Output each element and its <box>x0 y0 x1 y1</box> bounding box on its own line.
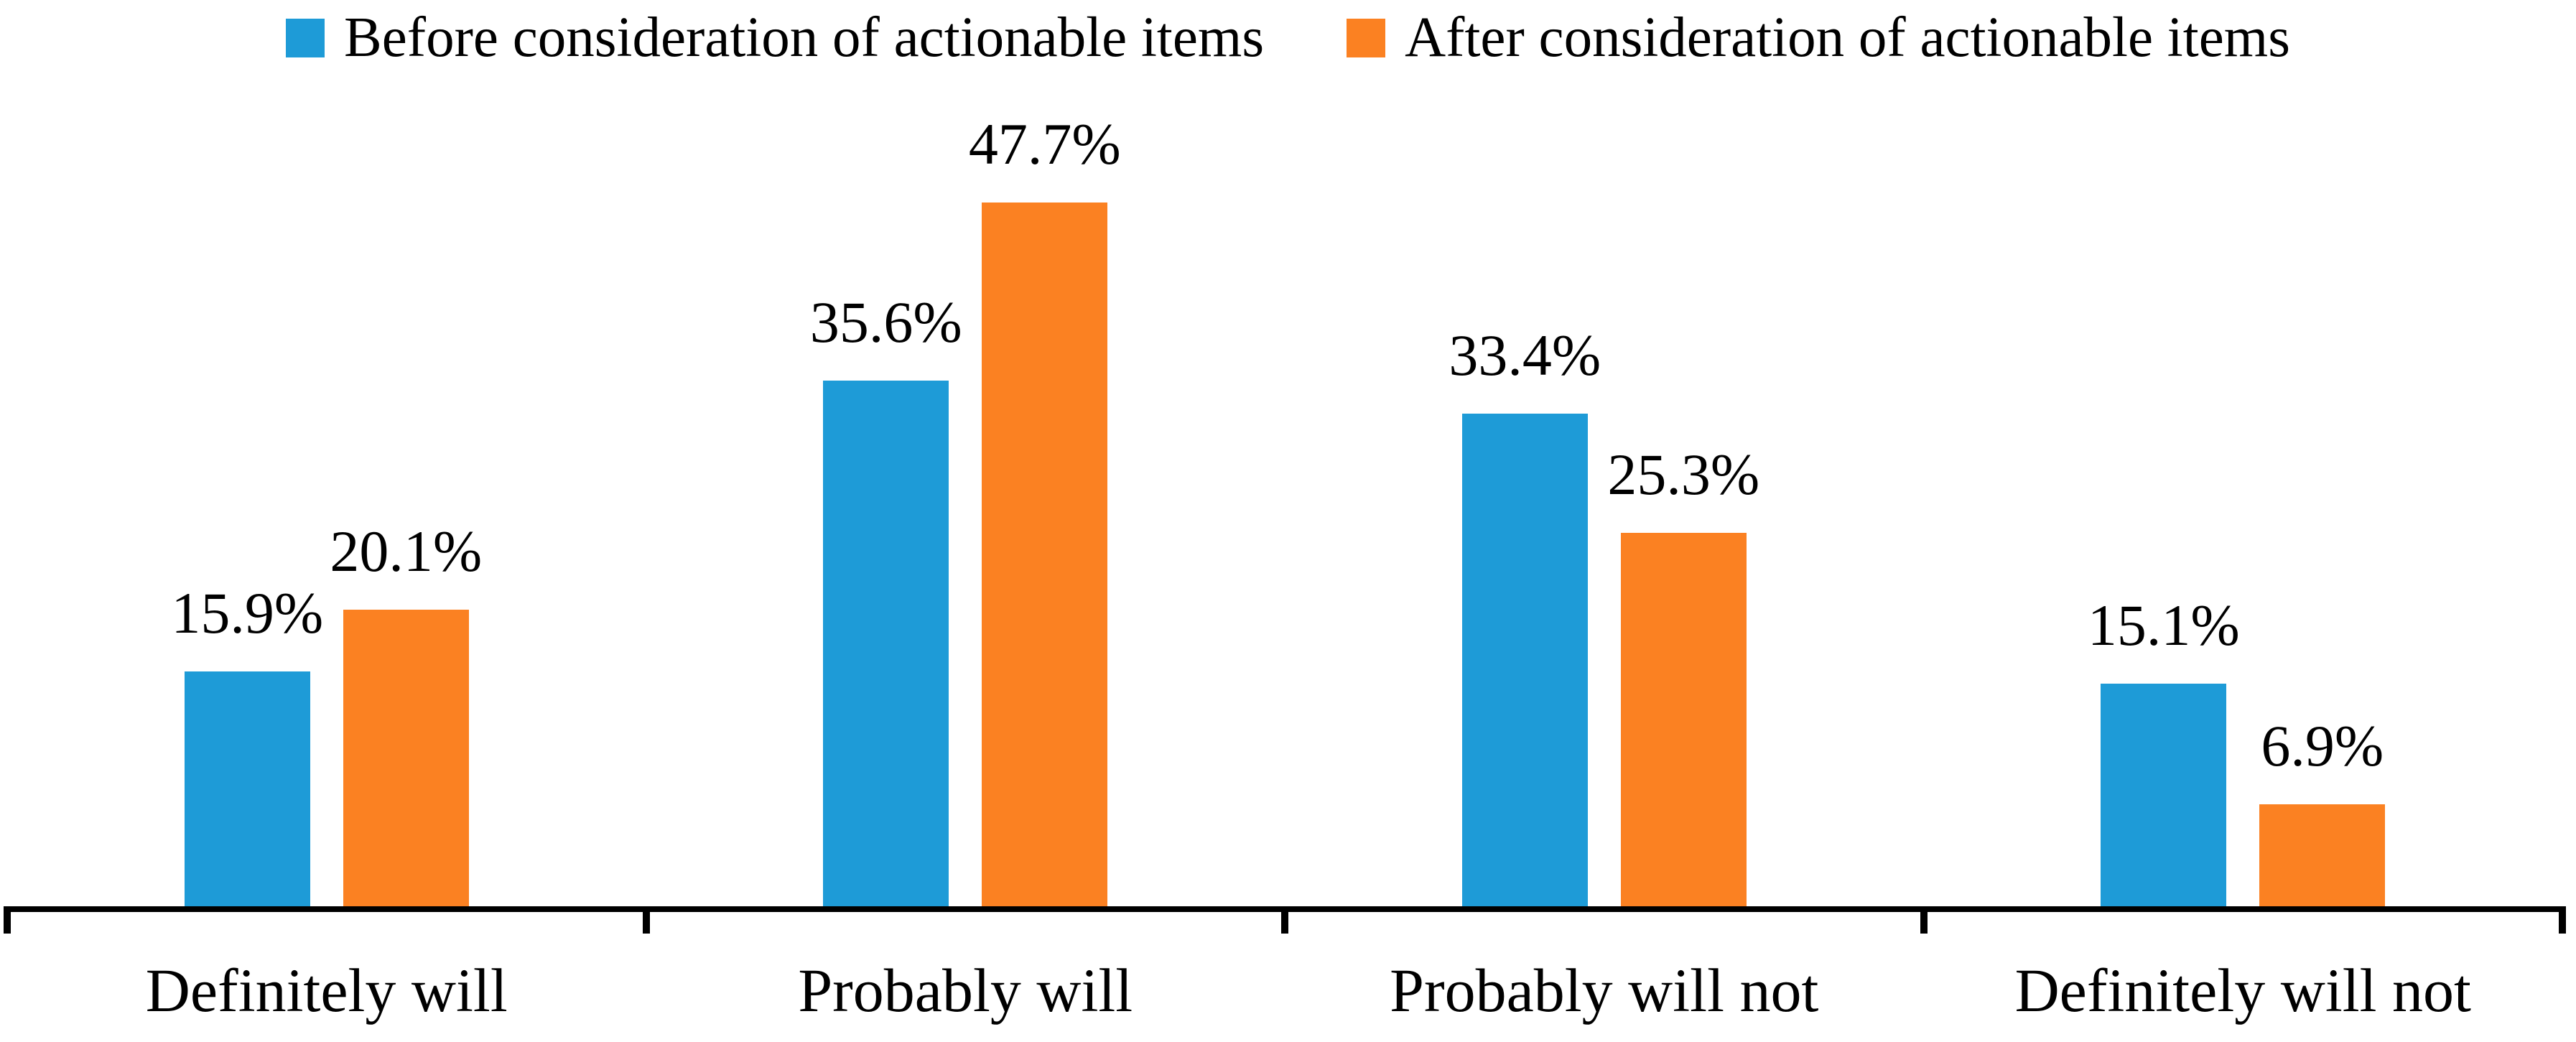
chart-legend: Before consideration of actionable items… <box>0 6 2576 70</box>
bar-before-0 <box>184 671 310 906</box>
legend-item-0: Before consideration of actionable items <box>286 6 1265 70</box>
value-label: 15.9% <box>171 580 324 646</box>
legend-swatch-icon <box>286 19 325 58</box>
value-label: 20.1% <box>330 518 483 584</box>
bar-before-1 <box>823 381 949 906</box>
category-label: Definitely will <box>145 956 508 1025</box>
legend-item-1: After consideration of actionable items <box>1347 6 2290 70</box>
category-label: Probably will <box>798 956 1133 1025</box>
x-axis-tick <box>4 906 11 934</box>
bar-after-1 <box>982 203 1108 906</box>
bar-after-0 <box>343 610 469 906</box>
value-label: 15.1% <box>2087 592 2240 658</box>
value-label: 33.4% <box>1449 322 1601 388</box>
x-axis-tick <box>2559 906 2566 934</box>
legend-label: After consideration of actionable items <box>1405 6 2290 69</box>
value-label: 47.7% <box>968 111 1121 177</box>
bar-after-2 <box>1620 533 1747 906</box>
category-label: Probably will not <box>1390 956 1819 1025</box>
x-axis-tick <box>1281 906 1288 934</box>
value-label: 35.6% <box>809 289 962 355</box>
value-label: 6.9% <box>2261 713 2384 778</box>
category-label: Definitely will not <box>2014 956 2471 1025</box>
bar-after-3 <box>2259 804 2386 906</box>
legend-swatch-icon <box>1347 19 1386 58</box>
x-axis-tick <box>1920 906 1928 934</box>
bar-before-2 <box>1461 414 1588 906</box>
x-axis-tick <box>642 906 650 934</box>
legend-label: Before consideration of actionable items <box>344 6 1265 69</box>
bar-before-3 <box>2101 684 2227 906</box>
value-label: 25.3% <box>1607 442 1760 507</box>
